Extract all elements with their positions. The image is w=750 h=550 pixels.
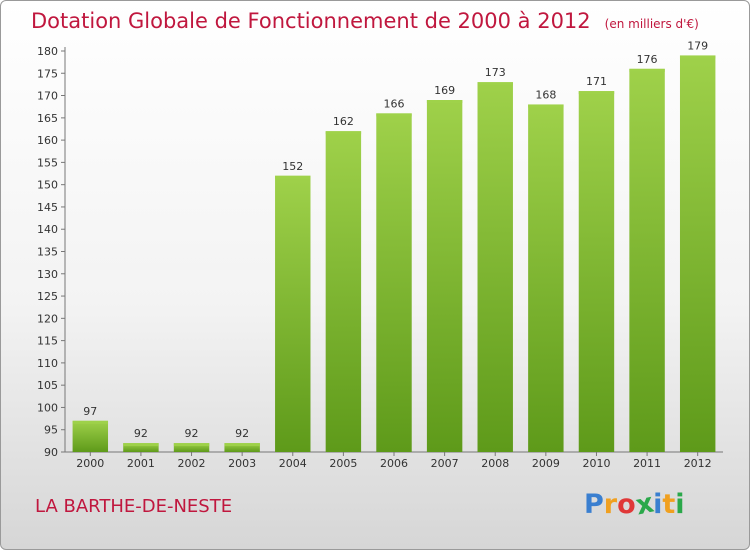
bar-2012	[679, 55, 716, 452]
y-tick-label: 95	[44, 424, 58, 437]
data-label: 179	[687, 39, 708, 52]
logo-letter: i	[653, 489, 663, 520]
y-tick-label: 145	[37, 201, 58, 214]
x-tick-label: 2012	[684, 457, 712, 470]
data-label: 173	[485, 66, 506, 79]
x-tick-label: 2000	[76, 457, 104, 470]
bar-top-highlight	[376, 113, 412, 117]
y-tick-label: 115	[37, 335, 58, 348]
bar-top-highlight	[629, 68, 665, 72]
x-tick-label: 2010	[582, 457, 610, 470]
proxiti-logo: Proxiti	[584, 488, 685, 522]
chart-title: Dotation Globale de Fonctionnement de 20…	[31, 9, 699, 33]
commune-name: LA BARTHE-DE-NESTE	[35, 496, 233, 517]
x-tick-label: 2005	[329, 457, 357, 470]
data-label: 92	[134, 427, 148, 440]
logo-letter: r	[603, 489, 618, 520]
y-tick-label: 180	[37, 45, 58, 58]
bar-2002	[173, 443, 210, 452]
y-tick-label: 170	[37, 90, 58, 103]
y-tick-label: 110	[37, 357, 58, 370]
y-tick-label: 130	[37, 268, 58, 281]
x-tick-label: 2003	[228, 457, 256, 470]
bar-top-highlight	[528, 104, 564, 108]
bar-2010	[578, 91, 615, 452]
y-tick-label: 150	[37, 179, 58, 192]
logo-letter: i	[675, 489, 685, 520]
bar-top-highlight	[72, 420, 109, 424]
bar-top-highlight	[173, 443, 210, 447]
data-label: 162	[333, 115, 354, 128]
data-label: 168	[535, 88, 556, 101]
y-tick-label: 175	[37, 67, 58, 80]
bar-top-highlight	[426, 100, 463, 104]
bar-2007	[426, 100, 463, 452]
x-tick-label: 2009	[532, 457, 560, 470]
data-label: 169	[434, 84, 455, 97]
axes: 90 95 100 105 110 115 120 125 130 135 140 145 150 155…	[37, 45, 723, 470]
bars-group	[72, 55, 716, 453]
chart-subtitle: (en milliers d'€)	[604, 17, 699, 31]
bar-2000	[72, 420, 109, 452]
bar-2009	[528, 104, 564, 452]
logo-letter: o	[617, 489, 636, 520]
bar-top-highlight	[679, 55, 716, 59]
logo-letter: t	[662, 489, 676, 520]
bar-top-highlight	[325, 131, 362, 135]
y-tick-label: 165	[37, 112, 58, 125]
y-tick-label: 140	[37, 223, 58, 236]
data-label: 166	[384, 97, 405, 110]
data-label: 152	[282, 160, 303, 173]
bar-2011	[629, 68, 665, 453]
bar-top-highlight	[275, 175, 311, 179]
bar-2005	[325, 131, 362, 452]
y-tick-label: 105	[37, 379, 58, 392]
bar-top-highlight	[578, 91, 615, 95]
bar-2001	[123, 443, 159, 452]
bar-2004	[275, 175, 311, 452]
y-tick-label: 155	[37, 156, 58, 169]
bar-top-highlight	[123, 443, 159, 447]
x-tick-label: 2008	[481, 457, 509, 470]
x-tick-label: 2007	[431, 457, 459, 470]
data-label: 92	[235, 427, 249, 440]
y-tick-label: 100	[37, 401, 58, 414]
bar-top-highlight	[477, 82, 513, 86]
data-label: 92	[185, 427, 199, 440]
bar-2008	[477, 82, 513, 452]
bar-top-highlight	[224, 443, 260, 447]
y-tick-label: 90	[44, 446, 58, 459]
labels-group: 97 92 92 92 152 162 166 169 173 168 171 176 179	[83, 39, 708, 440]
x-tick-label: 2002	[178, 457, 206, 470]
x-tick-label: 2001	[127, 457, 155, 470]
data-label: 97	[83, 405, 97, 418]
x-tick-label: 2004	[279, 457, 307, 470]
data-label: 176	[637, 53, 658, 66]
x-tick-label: 2006	[380, 457, 408, 470]
bar-2006	[376, 113, 412, 452]
y-tick-label: 160	[37, 134, 58, 147]
bar-2003	[224, 443, 260, 452]
logo-letter: P	[584, 489, 604, 520]
data-label: 171	[586, 75, 607, 88]
y-tick-label: 120	[37, 312, 58, 325]
y-tick-label: 135	[37, 246, 58, 259]
x-tick-label: 2011	[633, 457, 661, 470]
y-tick-label: 125	[37, 290, 58, 303]
